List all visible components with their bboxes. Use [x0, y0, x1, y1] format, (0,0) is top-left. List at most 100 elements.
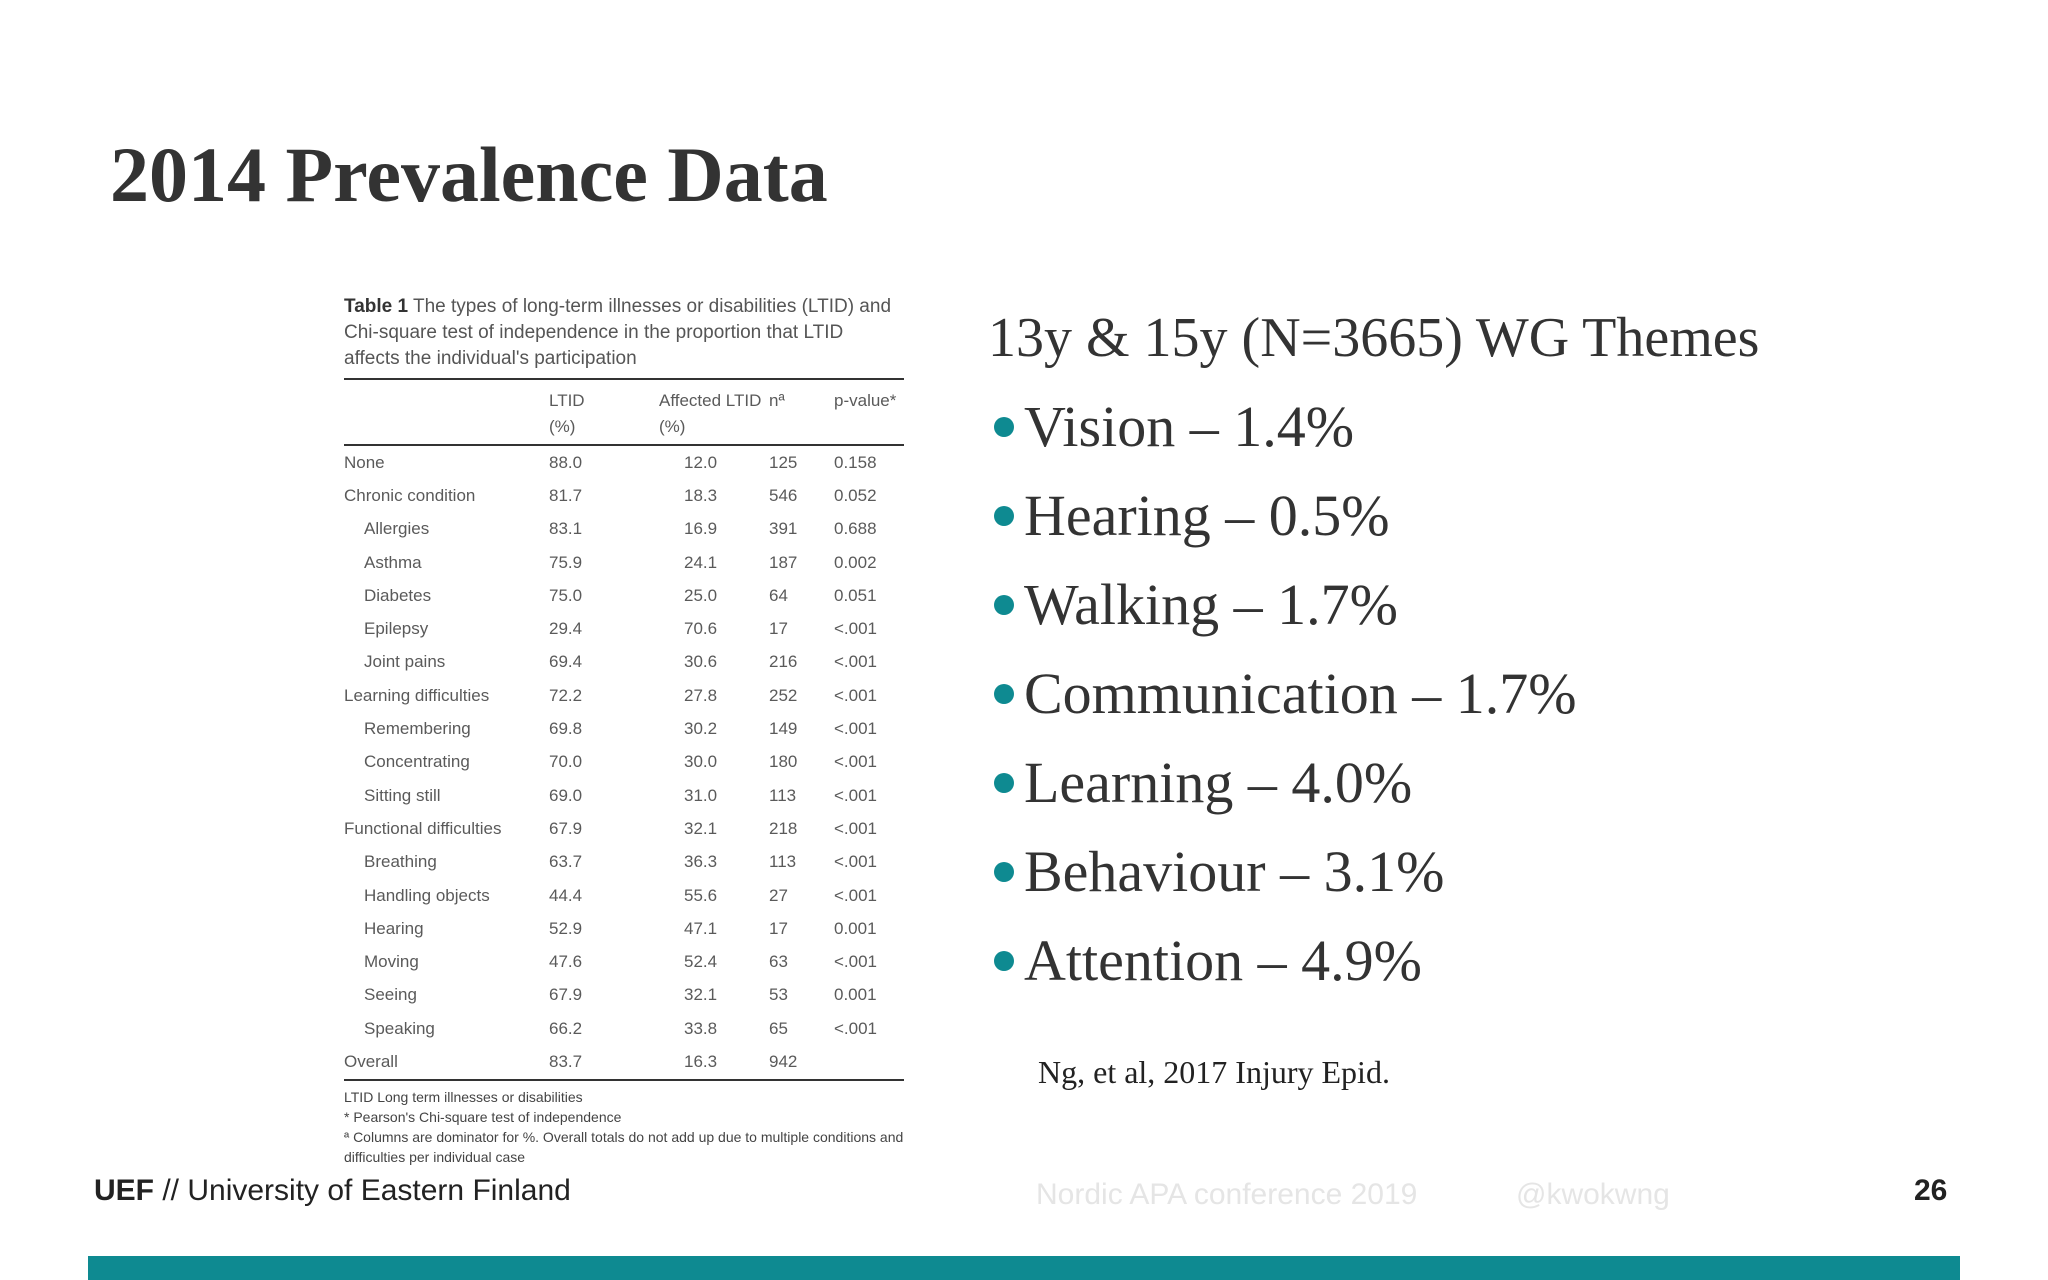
row-p-cell: <.001 [834, 752, 878, 772]
table-caption-text: The types of long-term illnesses or disa… [344, 296, 892, 369]
row-p-cell: <.001 [834, 852, 878, 872]
theme-text: Hearing – 0.5% [1024, 483, 1390, 548]
row-affected-cell: 30.0 [684, 752, 718, 772]
row-affected-cell: 47.1 [684, 918, 718, 938]
row-ltid-cell: 69.8 [549, 719, 583, 739]
citation: Ng, et al, 2017 Injury Epid. [1038, 1054, 1390, 1090]
table-row: Functional difficulties 67.9 32.1 218 <.001 [344, 812, 904, 845]
list-item: Hearing – 0.5% [988, 481, 1577, 570]
row-affected-cell: 31.0 [684, 785, 718, 805]
row-name-cell: Sitting still [364, 785, 441, 805]
table-row: Epilepsy 29.4 70.6 17 <.001 [344, 612, 904, 645]
row-name-cell: Joint pains [364, 652, 446, 672]
themes-list: Vision – 1.4% Hearing – 0.5% Walking – 1… [988, 392, 1577, 1015]
row-n-cell: 113 [769, 785, 797, 805]
header-cell: Affected LTID [659, 378, 769, 414]
row-n-cell: 113 [769, 852, 797, 872]
subheader-cell [344, 414, 549, 446]
table-caption: Table 1 The types of long-term illnesses… [344, 294, 904, 372]
row-ltid-cell: 47.6 [549, 952, 583, 972]
row-n-cell: 64 [769, 585, 788, 605]
row-ltid-cell: 72.2 [549, 685, 583, 705]
list-item: Attention – 4.9% [988, 926, 1577, 1015]
table-row: Diabetes 75.0 25.0 64 0.051 [344, 579, 904, 612]
row-n-cell: 17 [769, 918, 788, 938]
bullet-icon [994, 595, 1014, 615]
row-name-cell: Moving [364, 952, 419, 972]
row-name-cell: Remembering [364, 719, 471, 739]
table-row: Hearing 52.9 47.1 17 0.001 [344, 912, 904, 945]
footer-accent-bar [88, 1256, 1960, 1280]
table-row: Sitting still 69.0 31.0 113 <.001 [344, 779, 904, 812]
table-row: Joint pains 69.4 30.6 216 <.001 [344, 646, 904, 679]
row-n-cell: 63 [769, 952, 788, 972]
row-affected-cell: 36.3 [684, 852, 718, 872]
table-subheader-row: (%) (%) [344, 414, 904, 446]
row-name-cell: Asthma [364, 552, 422, 572]
row-n-cell: 546 [769, 485, 798, 505]
subheader-cell [769, 414, 834, 446]
row-p-cell: 0.001 [834, 985, 877, 1005]
row-affected-cell: 27.8 [684, 685, 718, 705]
row-ltid-cell: 52.9 [549, 918, 583, 938]
row-affected-cell: 25.0 [684, 585, 718, 605]
org-short: UEF [94, 1174, 154, 1207]
table-row: Moving 47.6 52.4 63 <.001 [344, 945, 904, 978]
row-name-cell: Concentrating [364, 752, 470, 772]
row-p-cell: <.001 [834, 885, 878, 905]
page-number: 26 [1914, 1174, 1948, 1207]
row-ltid-cell: 29.4 [549, 619, 583, 639]
row-ltid-cell: 83.7 [549, 1045, 659, 1081]
row-p-cell: 0.002 [834, 552, 877, 572]
theme-text: Walking – 1.7% [1024, 572, 1398, 637]
row-name-cell: Hearing [364, 918, 424, 938]
bullet-icon [994, 684, 1014, 704]
row-ltid-cell: 83.1 [549, 519, 583, 539]
row-affected-cell: 16.9 [684, 519, 718, 539]
row-ltid-cell: 66.2 [549, 1018, 583, 1038]
table-figure: Table 1 The types of long-term illnesses… [344, 294, 904, 1167]
table-header-row: LTID Affected LTID nª p-value* [344, 378, 904, 414]
header-cell: nª [769, 378, 834, 414]
table-row: Handling objects 44.4 55.6 27 <.001 [344, 879, 904, 912]
theme-text: Behaviour – 3.1% [1024, 839, 1445, 904]
row-ltid-cell: 88.0 [549, 452, 583, 472]
row-n-cell: 216 [769, 652, 798, 672]
row-p-cell: <.001 [834, 619, 878, 639]
row-n-cell: 187 [769, 552, 798, 572]
footer-handle: @kwokwng [1516, 1178, 1670, 1211]
row-p-cell: <.001 [834, 1018, 878, 1038]
row-name-cell: Allergies [364, 519, 430, 539]
table-row: Seeing 67.9 32.1 53 0.001 [344, 979, 904, 1012]
slide-title: 2014 Prevalence Data [110, 131, 828, 218]
row-p-cell: <.001 [834, 685, 878, 705]
row-n-cell: 180 [769, 752, 798, 772]
bullet-icon [994, 417, 1014, 437]
list-item: Communication – 1.7% [988, 659, 1577, 748]
table-row: None 88.0 12.0 125 0.158 [344, 445, 904, 479]
row-n-cell: 27 [769, 885, 788, 905]
table-row: Concentrating 70.0 30.0 180 <.001 [344, 746, 904, 779]
subheader-cell: (%) [659, 414, 769, 446]
row-ltid-cell: 67.9 [549, 985, 583, 1005]
subheader-cell [834, 414, 904, 446]
header-cell: LTID [549, 378, 659, 414]
row-n-cell: 53 [769, 985, 788, 1005]
footer-conference: Nordic APA conference 2019 [1036, 1178, 1418, 1211]
table-row: Speaking 66.2 33.8 65 <.001 [344, 1012, 904, 1045]
row-ltid-cell: 44.4 [549, 885, 583, 905]
list-item: Learning – 4.0% [988, 748, 1577, 837]
row-n-cell: 65 [769, 1018, 788, 1038]
row-affected-cell: 16.3 [659, 1045, 769, 1081]
row-name-cell: Seeing [364, 985, 417, 1005]
row-p-cell [834, 1045, 904, 1081]
header-cell: p-value* [834, 378, 904, 414]
org-rest: // University of Eastern Finland [154, 1174, 571, 1207]
row-ltid-cell: 81.7 [549, 485, 583, 505]
theme-text: Vision – 1.4% [1024, 394, 1355, 459]
row-ltid-cell: 75.9 [549, 552, 583, 572]
row-ltid-cell: 67.9 [549, 818, 583, 838]
row-name-cell: Epilepsy [364, 619, 429, 639]
theme-text: Learning – 4.0% [1024, 750, 1413, 815]
row-affected-cell: 30.2 [684, 719, 718, 739]
